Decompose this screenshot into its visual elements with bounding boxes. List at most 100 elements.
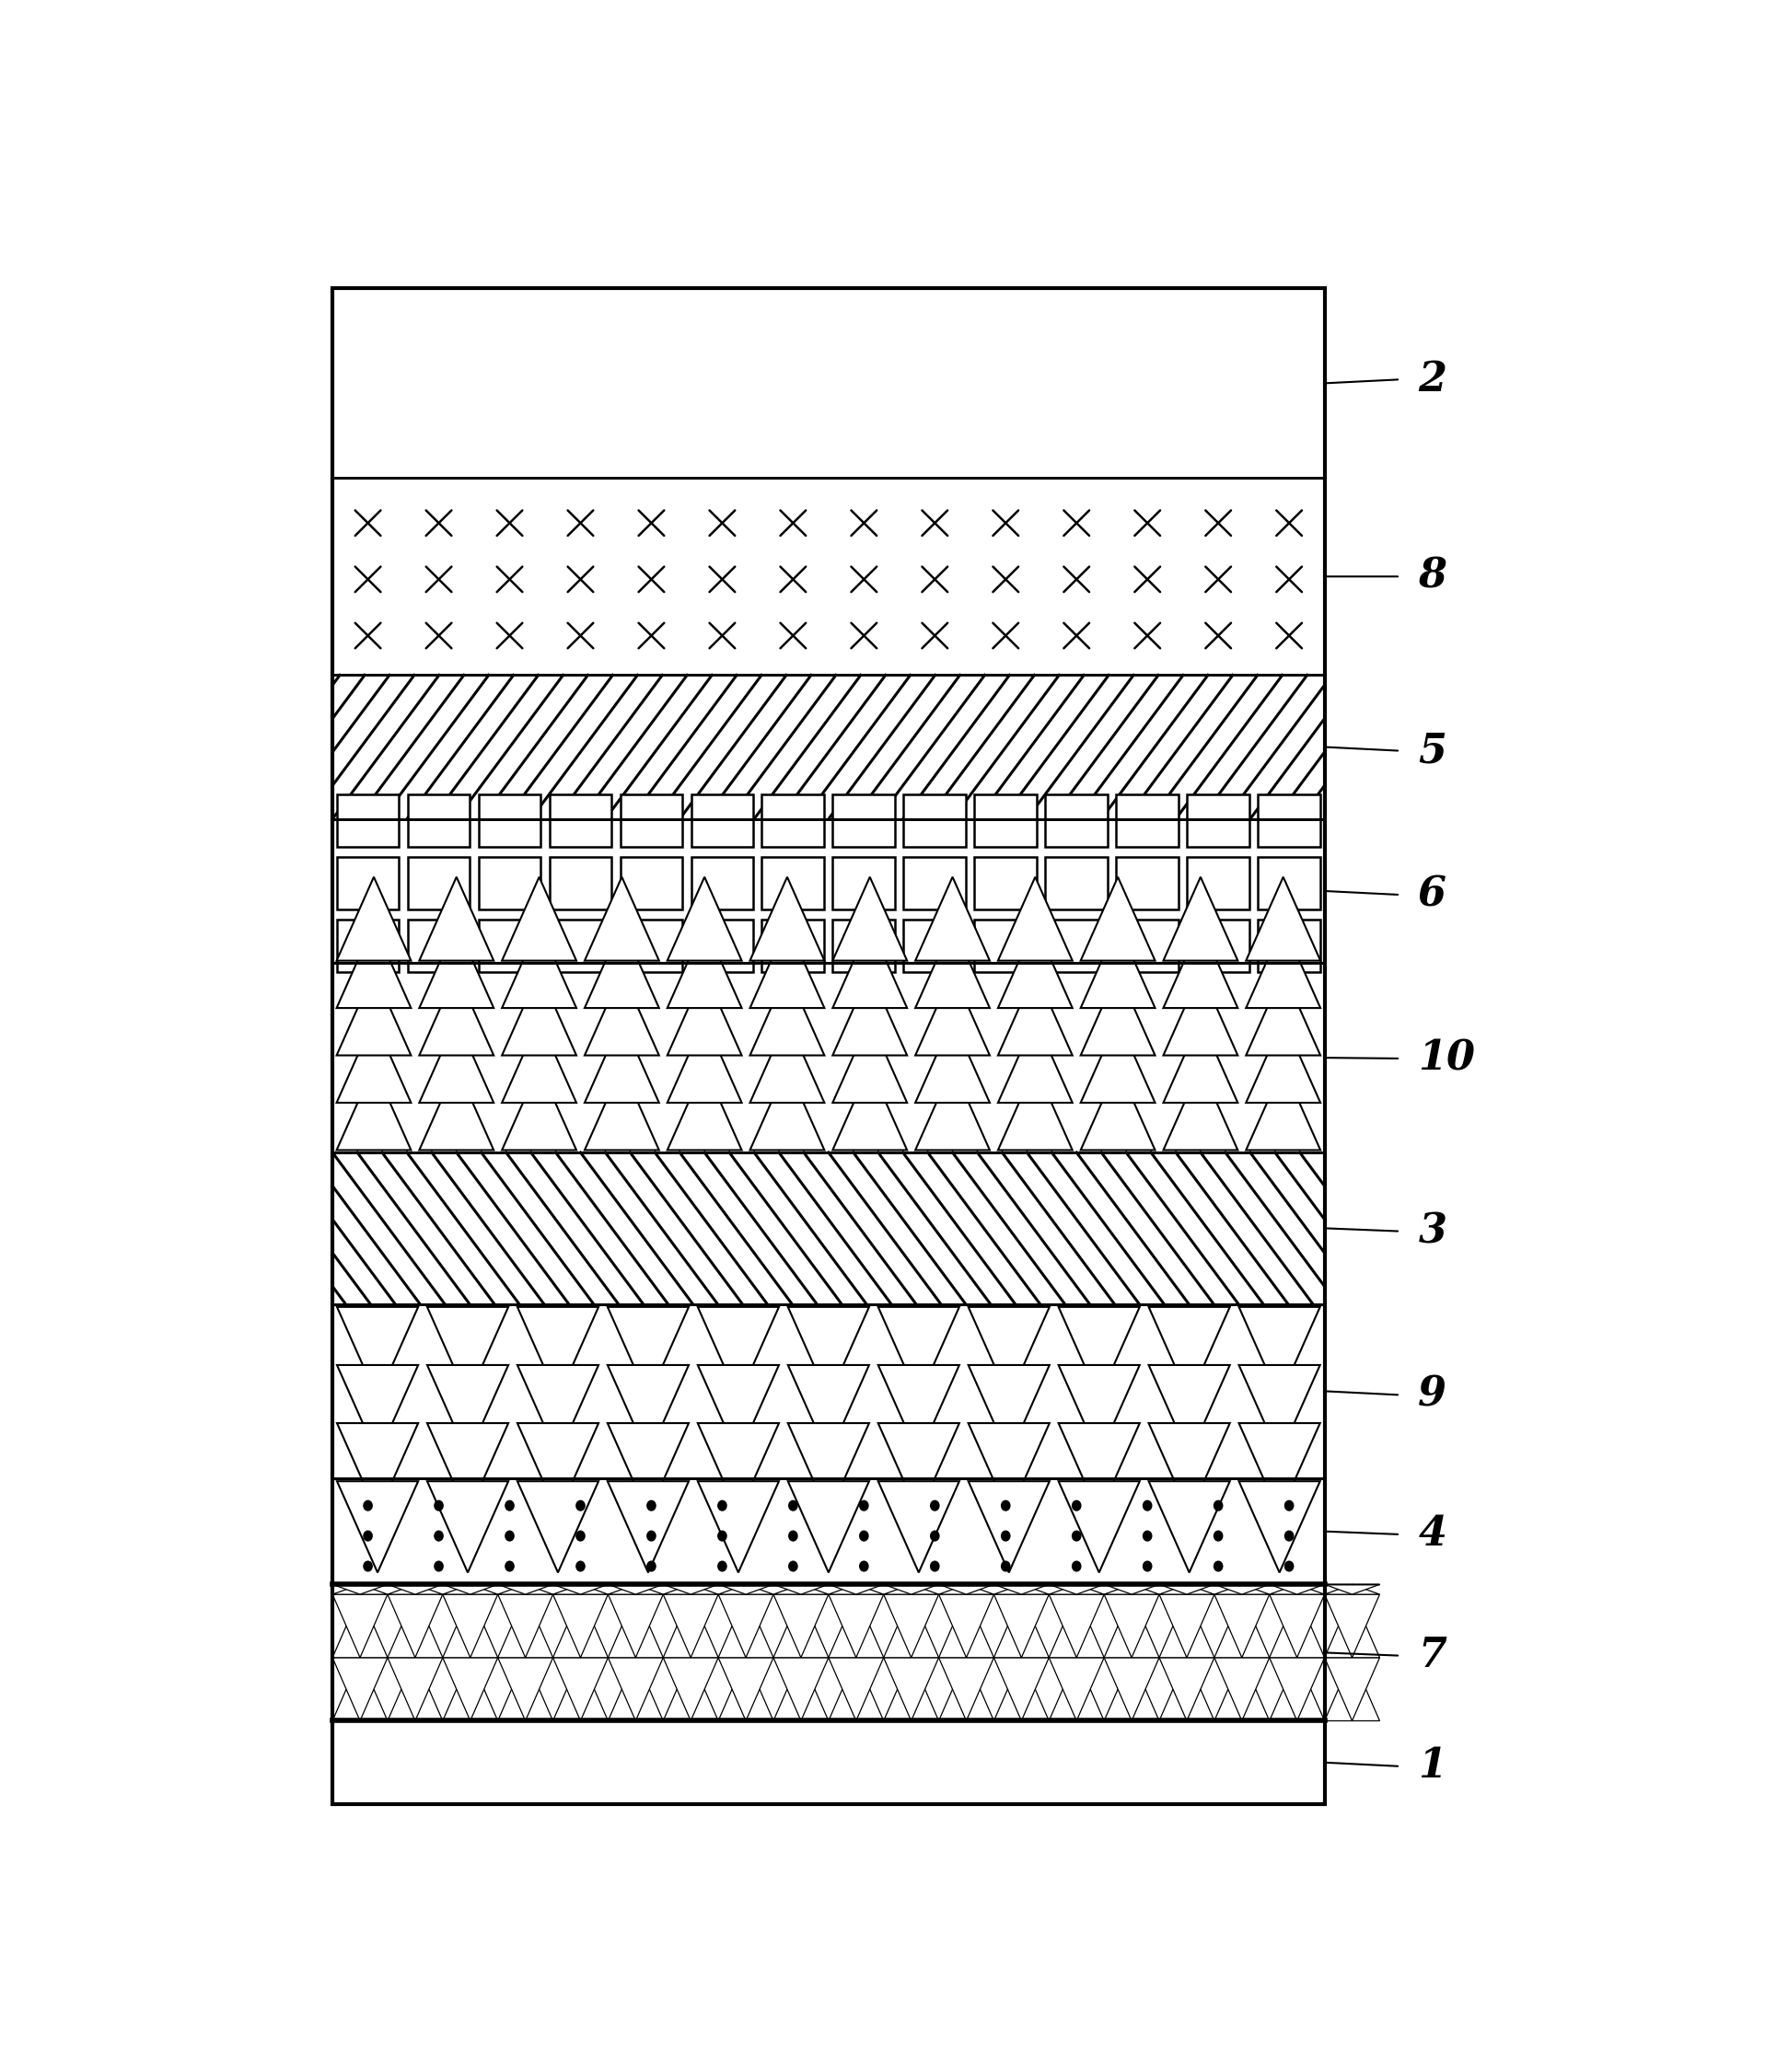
Circle shape bbox=[1143, 1531, 1151, 1542]
Circle shape bbox=[364, 1562, 371, 1571]
Polygon shape bbox=[993, 1658, 1048, 1722]
Polygon shape bbox=[608, 1307, 688, 1399]
Polygon shape bbox=[498, 1593, 553, 1658]
Polygon shape bbox=[1159, 1593, 1214, 1658]
Polygon shape bbox=[1214, 1593, 1269, 1658]
Polygon shape bbox=[1269, 1585, 1324, 1593]
Polygon shape bbox=[1148, 1307, 1230, 1399]
Circle shape bbox=[1000, 1531, 1009, 1542]
Bar bbox=[336, 794, 398, 847]
Polygon shape bbox=[773, 1593, 828, 1658]
Polygon shape bbox=[608, 1423, 688, 1515]
Polygon shape bbox=[968, 1307, 1048, 1399]
Polygon shape bbox=[1214, 1658, 1269, 1722]
Polygon shape bbox=[1214, 1658, 1269, 1722]
Bar bbox=[336, 856, 398, 910]
Polygon shape bbox=[915, 1067, 990, 1150]
Polygon shape bbox=[608, 1481, 688, 1573]
Bar bbox=[974, 794, 1036, 847]
Polygon shape bbox=[338, 1423, 418, 1515]
Polygon shape bbox=[387, 1593, 442, 1658]
Polygon shape bbox=[997, 876, 1072, 961]
Polygon shape bbox=[336, 1067, 410, 1150]
Polygon shape bbox=[332, 1593, 387, 1658]
Polygon shape bbox=[426, 1423, 508, 1515]
Polygon shape bbox=[1048, 1585, 1104, 1593]
Polygon shape bbox=[1080, 876, 1155, 961]
Circle shape bbox=[718, 1500, 727, 1510]
Circle shape bbox=[647, 1500, 656, 1510]
Polygon shape bbox=[718, 1585, 773, 1593]
Polygon shape bbox=[1104, 1585, 1159, 1593]
Polygon shape bbox=[697, 1481, 778, 1573]
Polygon shape bbox=[426, 1481, 508, 1573]
Polygon shape bbox=[997, 972, 1072, 1055]
Bar bbox=[549, 920, 611, 972]
Circle shape bbox=[929, 1500, 938, 1510]
Polygon shape bbox=[501, 1067, 576, 1150]
Polygon shape bbox=[663, 1585, 718, 1593]
Polygon shape bbox=[332, 1585, 387, 1593]
Circle shape bbox=[1072, 1562, 1080, 1571]
Bar bbox=[832, 794, 894, 847]
Bar bbox=[903, 794, 965, 847]
Polygon shape bbox=[828, 1585, 883, 1593]
Polygon shape bbox=[1048, 1658, 1104, 1722]
Polygon shape bbox=[773, 1658, 828, 1722]
Polygon shape bbox=[1269, 1593, 1324, 1658]
Bar bbox=[332, 479, 1324, 675]
Polygon shape bbox=[585, 1019, 659, 1102]
Polygon shape bbox=[938, 1585, 993, 1593]
Polygon shape bbox=[666, 972, 741, 1055]
Text: 1: 1 bbox=[1418, 1747, 1446, 1786]
Polygon shape bbox=[419, 972, 494, 1055]
Circle shape bbox=[1072, 1500, 1080, 1510]
Bar bbox=[1258, 794, 1320, 847]
Text: 3: 3 bbox=[1418, 1212, 1446, 1251]
Polygon shape bbox=[1159, 1585, 1214, 1593]
Polygon shape bbox=[338, 1481, 418, 1573]
Polygon shape bbox=[1162, 972, 1237, 1055]
Bar bbox=[407, 794, 469, 847]
Circle shape bbox=[1285, 1500, 1292, 1510]
Bar bbox=[332, 963, 1324, 1152]
Polygon shape bbox=[419, 1019, 494, 1102]
Polygon shape bbox=[1214, 1593, 1269, 1658]
Polygon shape bbox=[878, 1365, 960, 1457]
Bar bbox=[762, 794, 825, 847]
Polygon shape bbox=[1324, 1593, 1379, 1658]
Bar bbox=[691, 856, 753, 910]
Polygon shape bbox=[498, 1585, 553, 1593]
Polygon shape bbox=[1057, 1423, 1139, 1515]
Bar bbox=[1116, 856, 1178, 910]
Circle shape bbox=[364, 1500, 371, 1510]
Bar bbox=[762, 920, 825, 972]
Polygon shape bbox=[517, 1307, 599, 1399]
Bar bbox=[832, 920, 894, 972]
Circle shape bbox=[789, 1562, 796, 1571]
Circle shape bbox=[789, 1531, 796, 1542]
Polygon shape bbox=[697, 1365, 778, 1457]
Polygon shape bbox=[663, 1593, 718, 1658]
Bar bbox=[332, 1152, 1324, 1303]
Text: 4: 4 bbox=[1418, 1515, 1446, 1554]
Polygon shape bbox=[1080, 1019, 1155, 1102]
Circle shape bbox=[1000, 1562, 1009, 1571]
Polygon shape bbox=[968, 1365, 1048, 1457]
Bar bbox=[1045, 794, 1107, 847]
Polygon shape bbox=[878, 1423, 960, 1515]
Polygon shape bbox=[608, 1593, 663, 1658]
Text: 8: 8 bbox=[1418, 557, 1446, 597]
Polygon shape bbox=[663, 1585, 718, 1593]
Bar bbox=[1187, 920, 1249, 972]
Polygon shape bbox=[1239, 1423, 1319, 1515]
Circle shape bbox=[929, 1531, 938, 1542]
Circle shape bbox=[860, 1500, 867, 1510]
Polygon shape bbox=[501, 924, 576, 1007]
Polygon shape bbox=[1269, 1658, 1324, 1722]
Polygon shape bbox=[663, 1593, 718, 1658]
Polygon shape bbox=[517, 1481, 599, 1573]
Polygon shape bbox=[1048, 1593, 1104, 1658]
Polygon shape bbox=[501, 876, 576, 961]
Bar bbox=[903, 920, 965, 972]
